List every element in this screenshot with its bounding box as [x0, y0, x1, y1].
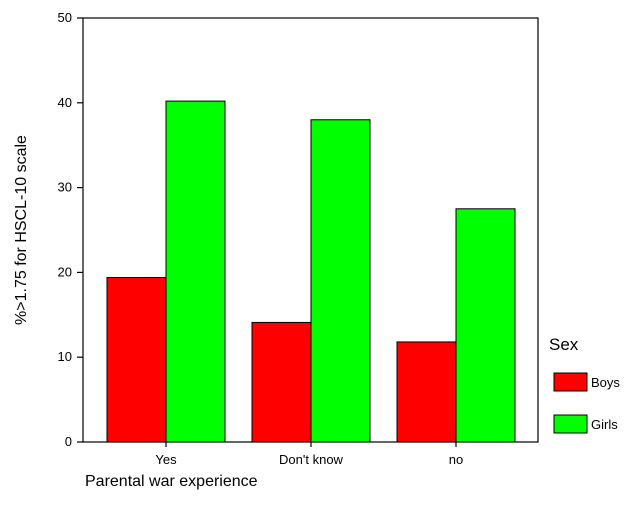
legend-swatch-girls	[553, 414, 588, 434]
bar-girls-2	[310, 119, 371, 443]
y-tick-label: 20	[58, 264, 72, 279]
bar-boys-3	[396, 341, 457, 443]
x-tick-label: Yes	[155, 452, 177, 467]
y-tick-label: 10	[58, 349, 72, 364]
x-axis-title: Parental war experience	[85, 473, 258, 490]
y-tick-label: 50	[58, 10, 72, 25]
legend-label-girls: Girls	[591, 417, 618, 432]
y-axis-ticks: 0 10 20 30 40 50	[58, 10, 83, 449]
y-axis-title: %>1.75 for HSCL-10 scale	[13, 135, 30, 325]
bar-boys-2	[251, 321, 312, 443]
bar-boys-1	[106, 276, 167, 443]
legend-swatch-boys	[553, 372, 588, 392]
x-tick-label: Don't know	[279, 452, 344, 467]
y-tick-label: 40	[58, 95, 72, 110]
x-axis-ticks: Yes Don't know no	[155, 442, 463, 467]
y-tick-label: 30	[58, 180, 72, 195]
x-tick-label: no	[449, 452, 463, 467]
legend: Boys Girls	[553, 372, 620, 434]
bar-girls-3	[455, 208, 516, 443]
legend-title: Sex	[549, 335, 579, 354]
bars	[106, 100, 516, 443]
legend-label-boys: Boys	[591, 375, 620, 390]
bar-girls-1	[165, 100, 226, 443]
y-tick-label: 0	[65, 434, 72, 449]
